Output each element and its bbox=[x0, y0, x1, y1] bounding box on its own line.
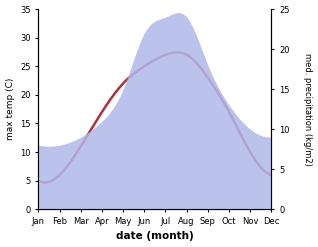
X-axis label: date (month): date (month) bbox=[116, 231, 194, 242]
Y-axis label: med. precipitation (kg/m2): med. precipitation (kg/m2) bbox=[303, 53, 313, 165]
Y-axis label: max temp (C): max temp (C) bbox=[5, 78, 15, 140]
